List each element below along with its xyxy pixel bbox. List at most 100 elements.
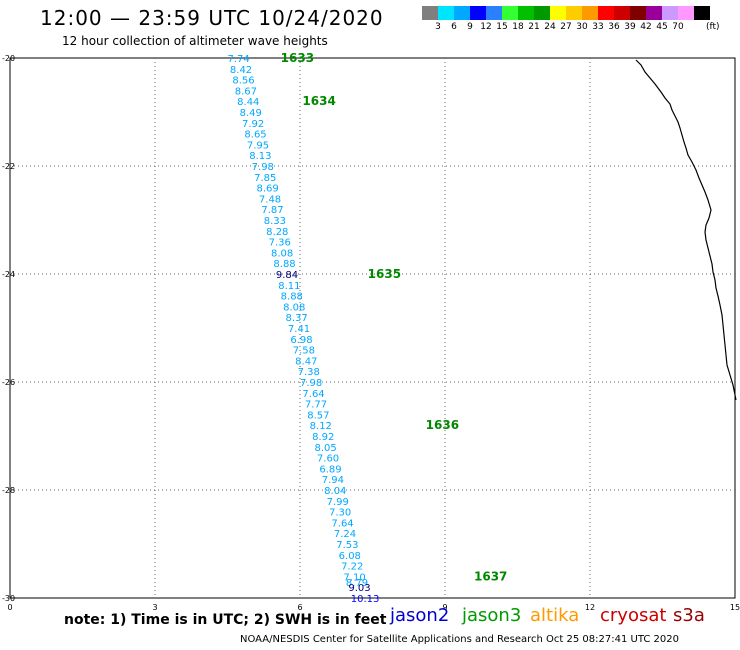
y-tick-label: -20	[2, 54, 15, 63]
wave-height-label: 7.98	[300, 378, 322, 389]
wave-height-label: 7.87	[261, 205, 283, 216]
legend-label: 39	[624, 22, 636, 32]
wave-height-label: 7.10	[344, 572, 366, 583]
wave-height-label: 8.28	[266, 227, 288, 238]
legend-swatch	[502, 6, 518, 20]
wave-height-label: 8.88	[281, 292, 303, 303]
pass-number-label: 1634	[302, 94, 335, 108]
wave-height-label: 8.69	[257, 184, 279, 195]
legend-swatch	[534, 6, 550, 20]
x-tick-label: 15	[730, 603, 740, 610]
wave-height-label: 6.98	[290, 335, 312, 346]
legend-label: 6	[451, 22, 457, 32]
wave-height-label: 8.79	[346, 578, 368, 589]
map-subtitle: 12 hour collection of altimeter wave hei…	[62, 34, 328, 48]
legend-swatch	[518, 6, 534, 20]
wave-height-label: 7.41	[288, 324, 310, 335]
wave-height-label: 7.38	[298, 367, 320, 378]
legend-label: 36	[608, 22, 620, 32]
legend-label: 42	[640, 22, 652, 32]
legend-swatch	[694, 6, 710, 20]
y-tick-label: -30	[2, 594, 15, 603]
wave-height-label: 7.24	[334, 529, 356, 540]
satellite-s3a: s3a	[673, 605, 705, 626]
wave-height-label: 8.67	[235, 86, 257, 97]
x-tick-label: 3	[152, 603, 157, 610]
wave-height-label: 7.95	[247, 140, 269, 151]
wave-height-label: 8.88	[273, 259, 295, 270]
y-tick-label: -24	[2, 270, 15, 279]
wave-height-label: 10.13	[351, 594, 380, 605]
y-tick-label: -22	[2, 162, 15, 171]
wave-height-label: 7.92	[242, 119, 264, 130]
pass-number-label: 1635	[368, 267, 401, 281]
satellite-jason3: jason3	[462, 605, 522, 626]
grid-lines	[9, 57, 736, 599]
legend-swatch	[582, 6, 598, 20]
wave-height-label: 7.64	[331, 518, 353, 529]
legend-label: 3	[435, 22, 441, 32]
legend-label: 27	[560, 22, 572, 32]
wave-height-label: 7.74	[228, 54, 250, 65]
wave-height-label: 8.56	[232, 76, 254, 87]
map-frame	[9, 57, 736, 599]
legend-swatch	[614, 6, 630, 20]
y-tick-label: -26	[2, 378, 15, 387]
legend-swatch	[470, 6, 486, 20]
legend-swatch	[438, 6, 454, 20]
pass-labels: 1633 1634 1635 1636 1637	[281, 51, 508, 583]
legend-swatch	[422, 6, 438, 20]
x-tick-label: 0	[7, 603, 12, 610]
map-title: 12:00 — 23:59 UTC 10/24/2020	[40, 6, 384, 30]
wave-height-label: 7.99	[327, 497, 349, 508]
satellite-jason2: jason2	[390, 605, 450, 626]
wave-height-label: 8.37	[286, 313, 308, 324]
wave-height-label: 9.84	[276, 270, 298, 281]
legend-label: 30	[576, 22, 588, 32]
legend-label: 15	[496, 22, 508, 32]
legend-swatch	[566, 6, 582, 20]
legend-swatch	[678, 6, 694, 20]
legend-swatch	[550, 6, 566, 20]
legend-label: 33	[592, 22, 604, 32]
legend-label: 21	[528, 22, 540, 32]
wave-height-label: 8.42	[230, 65, 252, 76]
wave-height-label: 8.44	[237, 97, 259, 108]
wave-height-label: 8.04	[324, 486, 346, 497]
altimeter-map: 7.748.428.568.678.448.497.928.657.958.13…	[2, 51, 740, 610]
legend-swatch	[454, 6, 470, 20]
wave-height-label: 8.65	[244, 130, 266, 141]
wave-height-label: 7.60	[317, 454, 339, 465]
legend-swatch	[646, 6, 662, 20]
legend-swatch	[630, 6, 646, 20]
x-tick-label: 9	[442, 603, 447, 610]
axis-ticks: -20 -22 -24 -26 -28 -300 3 6 9 12 15	[2, 54, 740, 610]
pass-number-label: 1636	[426, 418, 459, 432]
satellite-cryosat: cryosat	[600, 605, 667, 626]
wave-height-label: 7.58	[293, 346, 315, 357]
wave-height-label: 7.77	[305, 400, 327, 411]
wave-height-label: 8.47	[295, 356, 317, 367]
wave-height-label: 7.85	[254, 173, 276, 184]
legend-swatch	[598, 6, 614, 20]
wave-height-points: 7.748.428.568.678.448.497.928.657.958.13…	[228, 54, 380, 605]
wave-height-label: 8.08	[283, 302, 305, 313]
wave-height-label: 8.12	[310, 421, 332, 432]
color-legend	[422, 6, 710, 20]
wave-height-label: 7.30	[329, 508, 351, 519]
pass-number-label: 1637	[474, 569, 507, 583]
legend-label: 70	[672, 22, 684, 32]
legend-label: 12	[480, 22, 492, 32]
pass-number-label: 1633	[281, 51, 314, 65]
y-tick-label: -28	[2, 486, 15, 495]
wave-height-label: 8.92	[312, 432, 334, 443]
wave-height-label: 8.08	[271, 248, 293, 259]
wave-height-label: 7.48	[259, 194, 281, 205]
wave-height-label: 7.53	[336, 540, 358, 551]
wave-height-label: 7.64	[302, 389, 324, 400]
wave-height-label: 8.13	[249, 151, 271, 162]
wave-height-label: 7.94	[322, 475, 344, 486]
legend-label: 18	[512, 22, 524, 32]
wave-height-label: 7.36	[269, 238, 291, 249]
footer-credit: NOAA/NESDIS Center for Satellite Applica…	[240, 634, 679, 645]
